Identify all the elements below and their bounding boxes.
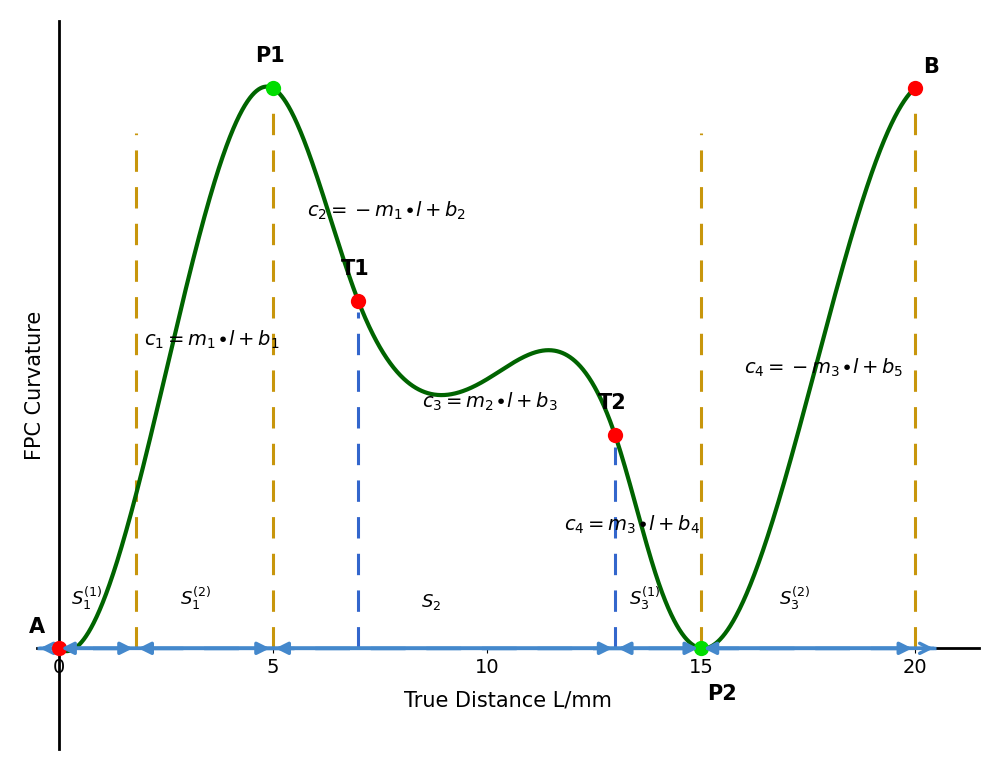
Text: P2: P2	[707, 685, 737, 705]
Text: $c_2=-m_1{\bullet}l+b_2$: $c_2=-m_1{\bullet}l+b_2$	[307, 200, 466, 223]
Text: $S_3^{(2)}$: $S_3^{(2)}$	[779, 585, 811, 612]
Text: B: B	[923, 57, 939, 77]
Text: T2: T2	[598, 393, 627, 413]
Text: $c_3=m_2{\bullet}l+b_3$: $c_3=m_2{\bullet}l+b_3$	[422, 390, 558, 413]
X-axis label: True Distance L/mm: True Distance L/mm	[404, 691, 612, 711]
Text: P1: P1	[255, 45, 285, 65]
Text: T1: T1	[341, 259, 370, 279]
Text: $S_1^{(2)}$: $S_1^{(2)}$	[180, 585, 211, 612]
Text: $c_4=m_3{\bullet}l+b_4$: $c_4=m_3{\bullet}l+b_4$	[564, 514, 700, 536]
Text: $S_3^{(1)}$: $S_3^{(1)}$	[629, 585, 661, 612]
Y-axis label: FPC Curvature: FPC Curvature	[25, 310, 45, 460]
Text: $S_2$: $S_2$	[421, 592, 441, 612]
Text: $c_4=-m_3{\bullet}l+b_5$: $c_4=-m_3{\bullet}l+b_5$	[744, 357, 903, 380]
Text: $S_1^{(1)}$: $S_1^{(1)}$	[71, 585, 102, 612]
Text: A: A	[29, 617, 45, 637]
Text: $c_1=m_1{\bullet}l+b_1$: $c_1=m_1{\bullet}l+b_1$	[144, 329, 280, 351]
